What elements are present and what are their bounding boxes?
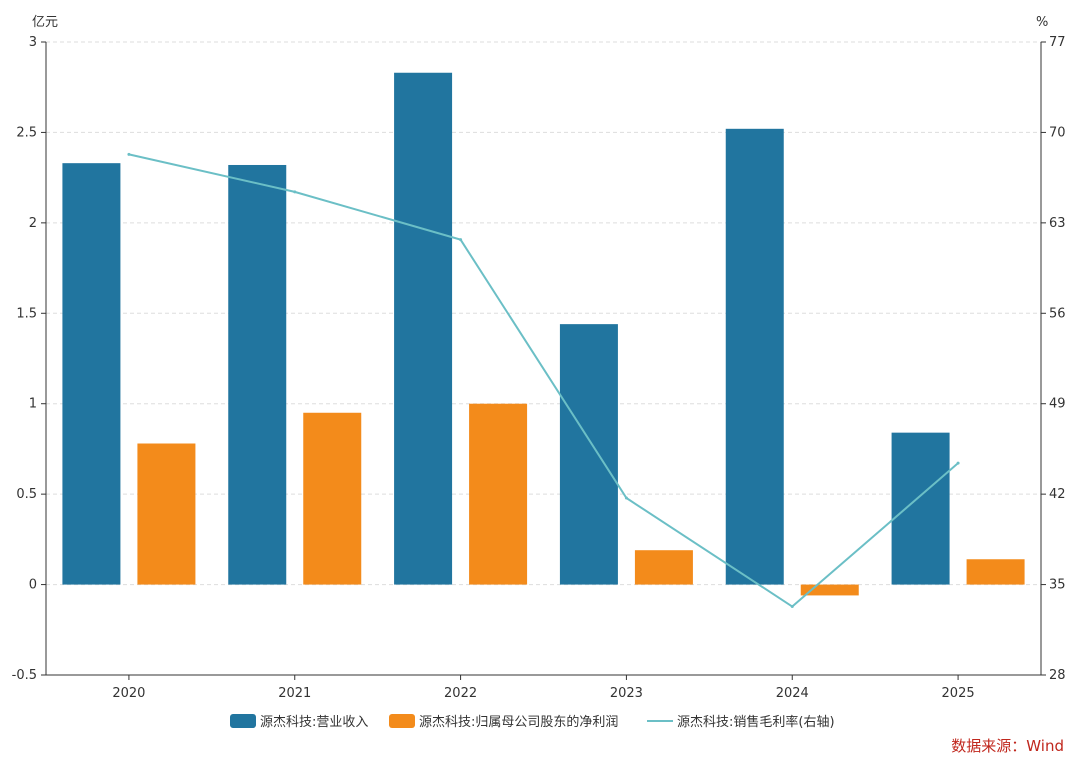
net-profit-bar[interactable] [469,403,528,585]
axes [45,42,1042,676]
net-profit-bar[interactable] [137,443,196,585]
gridlines [46,41,1041,586]
left-tick-label: 1 [29,397,37,412]
right-tick-label: 28 [1049,668,1066,683]
right-tick-label: 56 [1049,306,1066,321]
legend-label-revenue: 源杰科技:营业收入 [260,715,368,730]
x-tick-label: 2024 [776,686,809,701]
left-tick-label: 2.5 [16,125,37,140]
left-tick-label: 0 [29,578,37,593]
legend-item-gross-margin[interactable]: 源杰科技:销售毛利率(右轴) [647,714,835,730]
margin-line-series [127,152,960,609]
right-tick-label: 49 [1049,397,1066,412]
revenue-bar[interactable] [62,163,121,585]
net-profit-bar[interactable] [800,584,859,596]
gross-margin-point[interactable] [293,190,297,194]
right-tick-label: 77 [1049,35,1066,50]
x-axis-ticks: 2020 2021 2022 2023 2024 2025 [112,675,975,701]
gross-margin-point[interactable] [624,496,628,500]
revenue-bar[interactable] [891,432,950,585]
legend-item-net-profit[interactable]: 源杰科技:归属母公司股东的净利润 [389,714,618,730]
revenue-bar[interactable] [725,128,784,585]
gross-margin-point[interactable] [956,461,960,465]
legend-item-revenue[interactable]: 源杰科技:营业收入 [230,714,368,730]
gross-margin-line[interactable] [128,153,959,608]
left-tick-label: 0.5 [16,487,37,502]
left-tick-label: 3 [29,35,37,50]
right-tick-label: 63 [1049,216,1066,231]
gross-margin-point[interactable] [790,605,794,609]
x-tick-label: 2021 [278,686,311,701]
right-axis-unit: % [1036,15,1048,30]
left-tick-label: -0.5 [12,668,37,683]
legend-swatch-net-profit [389,714,415,728]
left-axis-ticks: -0.5 0 0.5 1 1.5 2 2.5 3 [12,35,46,683]
right-tick-label: 70 [1049,125,1066,140]
revenue-bar[interactable] [559,324,618,585]
legend-swatch-revenue [230,714,256,728]
legend: 源杰科技:营业收入 源杰科技:归属母公司股东的净利润 源杰科技:销售毛利率(右轴… [230,714,835,730]
right-tick-label: 42 [1049,487,1066,502]
gross-margin-point[interactable] [459,238,463,242]
revenue-bar[interactable] [394,72,453,585]
x-tick-label: 2025 [942,686,975,701]
right-axis-ticks: 28 35 42 49 56 63 70 77 [1041,35,1066,683]
x-tick-label: 2020 [112,686,145,701]
data-source-note: 数据来源：Wind [951,737,1064,755]
left-tick-label: 2 [29,216,37,231]
left-tick-label: 1.5 [16,306,37,321]
legend-label-net-profit: 源杰科技:归属母公司股东的净利润 [419,714,618,730]
gross-margin-point[interactable] [127,152,131,156]
net-profit-bar[interactable] [634,550,693,585]
legend-label-gross-margin: 源杰科技:销售毛利率(右轴) [677,714,835,730]
bars [62,72,1025,596]
left-axis-unit: 亿元 [32,15,58,30]
net-profit-bar[interactable] [303,412,362,585]
net-profit-bar[interactable] [966,559,1025,585]
right-tick-label: 35 [1049,578,1066,593]
revenue-bar[interactable] [228,164,287,585]
x-tick-label: 2023 [610,686,643,701]
x-tick-label: 2022 [444,686,477,701]
